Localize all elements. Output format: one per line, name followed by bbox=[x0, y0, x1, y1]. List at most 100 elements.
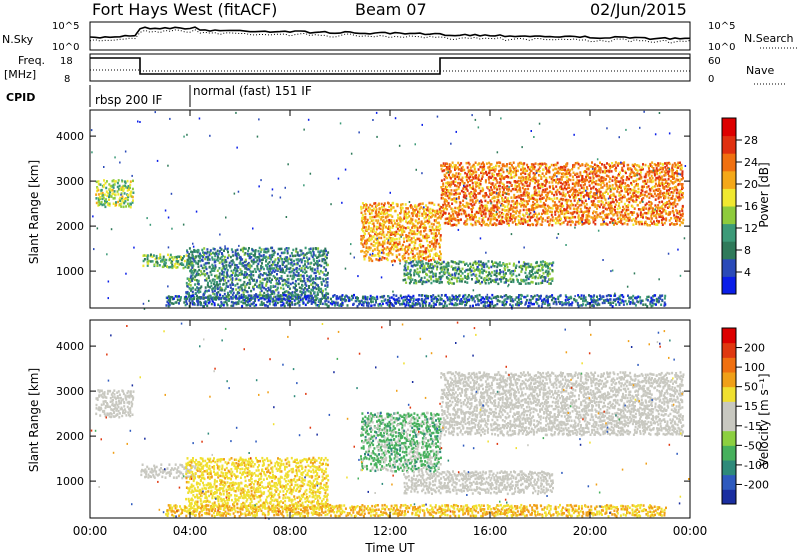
heatmap-cell bbox=[244, 258, 247, 262]
heatmap-cell bbox=[665, 168, 668, 171]
heatmap-cell bbox=[505, 209, 508, 212]
heatmap-cell bbox=[116, 190, 119, 193]
heatmap-cell bbox=[410, 260, 413, 264]
heatmap-cell bbox=[257, 262, 260, 266]
heatmap-cell bbox=[411, 214, 414, 218]
heatmap-cell bbox=[474, 223, 477, 226]
heatmap-cell bbox=[388, 221, 391, 224]
heatmap-cell bbox=[276, 277, 279, 280]
heatmap-cell bbox=[184, 303, 187, 307]
heatmap-cell bbox=[599, 161, 601, 164]
heatmap-cell bbox=[465, 178, 468, 182]
heatmap-cell bbox=[361, 213, 364, 217]
heatmap-cell bbox=[653, 214, 656, 218]
heatmap-cell bbox=[285, 283, 288, 287]
heatmap-cell bbox=[403, 268, 406, 272]
heatmap-cell bbox=[597, 165, 600, 168]
heatmap-cell bbox=[404, 278, 407, 281]
heatmap-cell bbox=[220, 248, 223, 251]
heatmap-cell bbox=[267, 273, 270, 277]
heatmap-cell bbox=[594, 218, 597, 222]
heatmap-cell bbox=[549, 210, 552, 213]
heatmap-cell bbox=[532, 200, 535, 204]
heatmap-cell bbox=[467, 264, 470, 267]
heatmap-cell bbox=[518, 184, 520, 188]
heatmap-cell bbox=[402, 278, 405, 282]
heatmap-cell bbox=[632, 200, 635, 203]
heatmap-cell bbox=[575, 207, 578, 210]
heatmap-cell bbox=[325, 263, 328, 267]
heatmap-cell bbox=[577, 220, 579, 224]
heatmap-cell bbox=[234, 249, 237, 252]
heatmap-cell bbox=[406, 250, 409, 254]
heatmap-cell bbox=[124, 184, 127, 187]
heatmap-cell bbox=[621, 166, 624, 170]
heatmap-cell bbox=[426, 206, 429, 209]
heatmap-cell bbox=[268, 261, 271, 264]
heatmap-cell bbox=[192, 258, 195, 261]
heatmap-cell bbox=[146, 261, 149, 264]
heatmap-cell bbox=[594, 182, 597, 186]
heatmap-cell bbox=[228, 261, 231, 265]
heatmap-cell bbox=[225, 264, 228, 267]
heatmap-cell bbox=[493, 185, 496, 188]
heatmap-cell bbox=[614, 168, 617, 171]
heatmap-cell bbox=[646, 170, 649, 174]
heatmap-cell bbox=[248, 274, 251, 277]
heatmap-cell bbox=[324, 268, 327, 271]
heatmap-cell bbox=[561, 212, 563, 215]
heatmap-cell bbox=[371, 215, 374, 219]
heatmap-cell bbox=[648, 169, 651, 173]
heatmap-cell bbox=[510, 196, 513, 199]
heatmap-cell bbox=[442, 271, 445, 274]
heatmap-cell bbox=[615, 166, 618, 170]
heatmap-cell bbox=[308, 275, 311, 278]
heatmap-cell bbox=[577, 200, 580, 203]
heatmap-cell bbox=[503, 221, 506, 224]
heatmap-cell bbox=[204, 273, 207, 276]
heatmap-cell bbox=[242, 261, 245, 265]
heatmap-cell bbox=[520, 219, 523, 222]
heatmap-cell bbox=[405, 217, 408, 220]
heatmap-cell bbox=[187, 264, 190, 267]
heatmap-cell bbox=[270, 271, 273, 274]
heatmap-cell bbox=[628, 177, 630, 181]
heatmap-cell bbox=[472, 163, 475, 167]
heatmap-cell bbox=[379, 227, 382, 231]
heatmap-cell bbox=[476, 163, 479, 166]
heatmap-cell bbox=[522, 171, 525, 174]
heatmap-cell bbox=[386, 211, 389, 214]
heatmap-cell bbox=[580, 186, 583, 190]
heatmap-cell bbox=[475, 170, 478, 174]
heatmap-cell bbox=[614, 169, 617, 172]
heatmap-cell bbox=[375, 215, 378, 218]
heatmap-cell bbox=[649, 189, 652, 192]
heatmap-cell bbox=[500, 219, 503, 222]
heatmap-cell bbox=[97, 193, 100, 196]
heatmap-cell bbox=[276, 264, 279, 267]
heatmap-cell bbox=[585, 175, 588, 179]
heatmap-cell bbox=[666, 189, 668, 192]
heatmap-cell bbox=[192, 255, 195, 258]
heatmap-cell bbox=[441, 215, 444, 218]
heatmap-cell bbox=[551, 216, 554, 219]
heatmap-cell bbox=[482, 188, 485, 191]
heatmap-cell bbox=[360, 205, 362, 209]
heatmap-cell bbox=[538, 190, 541, 193]
heatmap-cell bbox=[368, 221, 371, 224]
heatmap-cell bbox=[549, 206, 552, 210]
heatmap-cell bbox=[306, 266, 309, 270]
heatmap-cell bbox=[170, 261, 173, 264]
heatmap-cell bbox=[657, 204, 660, 207]
heatmap-cell bbox=[529, 179, 532, 182]
heatmap-cell bbox=[568, 190, 571, 193]
heatmap-cell bbox=[269, 269, 272, 272]
heatmap-cell bbox=[625, 178, 628, 182]
heatmap-cell bbox=[239, 273, 242, 276]
heatmap-cell bbox=[126, 202, 129, 206]
heatmap-cell bbox=[586, 221, 589, 224]
heatmap-cell bbox=[393, 219, 396, 222]
heatmap-cell bbox=[376, 238, 379, 242]
heatmap-cell bbox=[207, 274, 210, 278]
heatmap-cell bbox=[461, 277, 464, 281]
